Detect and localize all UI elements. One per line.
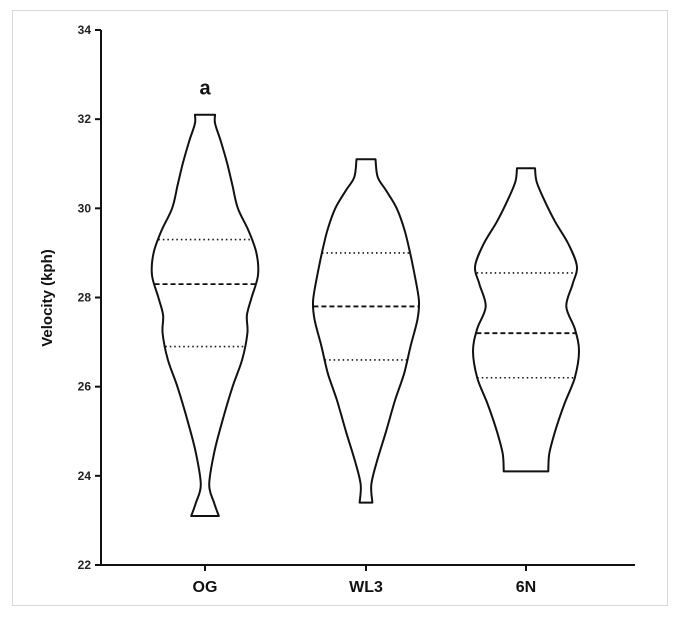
violin-shape-6N xyxy=(472,167,580,473)
annotation-OG: a xyxy=(199,78,211,100)
x-tick-label-2: 6N xyxy=(516,579,536,596)
x-tick-label-0: OG xyxy=(193,579,218,596)
x-tick-label-1: WL3 xyxy=(349,579,383,596)
violin-6N xyxy=(472,167,580,473)
outer-border xyxy=(12,10,668,606)
violin-WL3 xyxy=(311,158,421,504)
y-tick-label-3: 28 xyxy=(78,291,92,305)
y-axis-title: Velocity (kph) xyxy=(39,249,56,347)
violin-shape-WL3 xyxy=(311,158,421,504)
violins-layer xyxy=(150,113,580,517)
axes-layer: 22 24 26 28 30 32 34 OG WL3 6N a xyxy=(78,23,635,596)
violin-shape-OG xyxy=(150,113,260,517)
y-tick-label-5: 32 xyxy=(78,112,92,126)
y-tick-label-0: 22 xyxy=(78,558,92,572)
y-tick-label-1: 24 xyxy=(78,469,92,483)
y-tick-label-6: 34 xyxy=(78,23,92,37)
violin-OG xyxy=(150,113,260,517)
y-tick-label-4: 30 xyxy=(78,201,92,215)
y-tick-label-2: 26 xyxy=(78,380,92,394)
